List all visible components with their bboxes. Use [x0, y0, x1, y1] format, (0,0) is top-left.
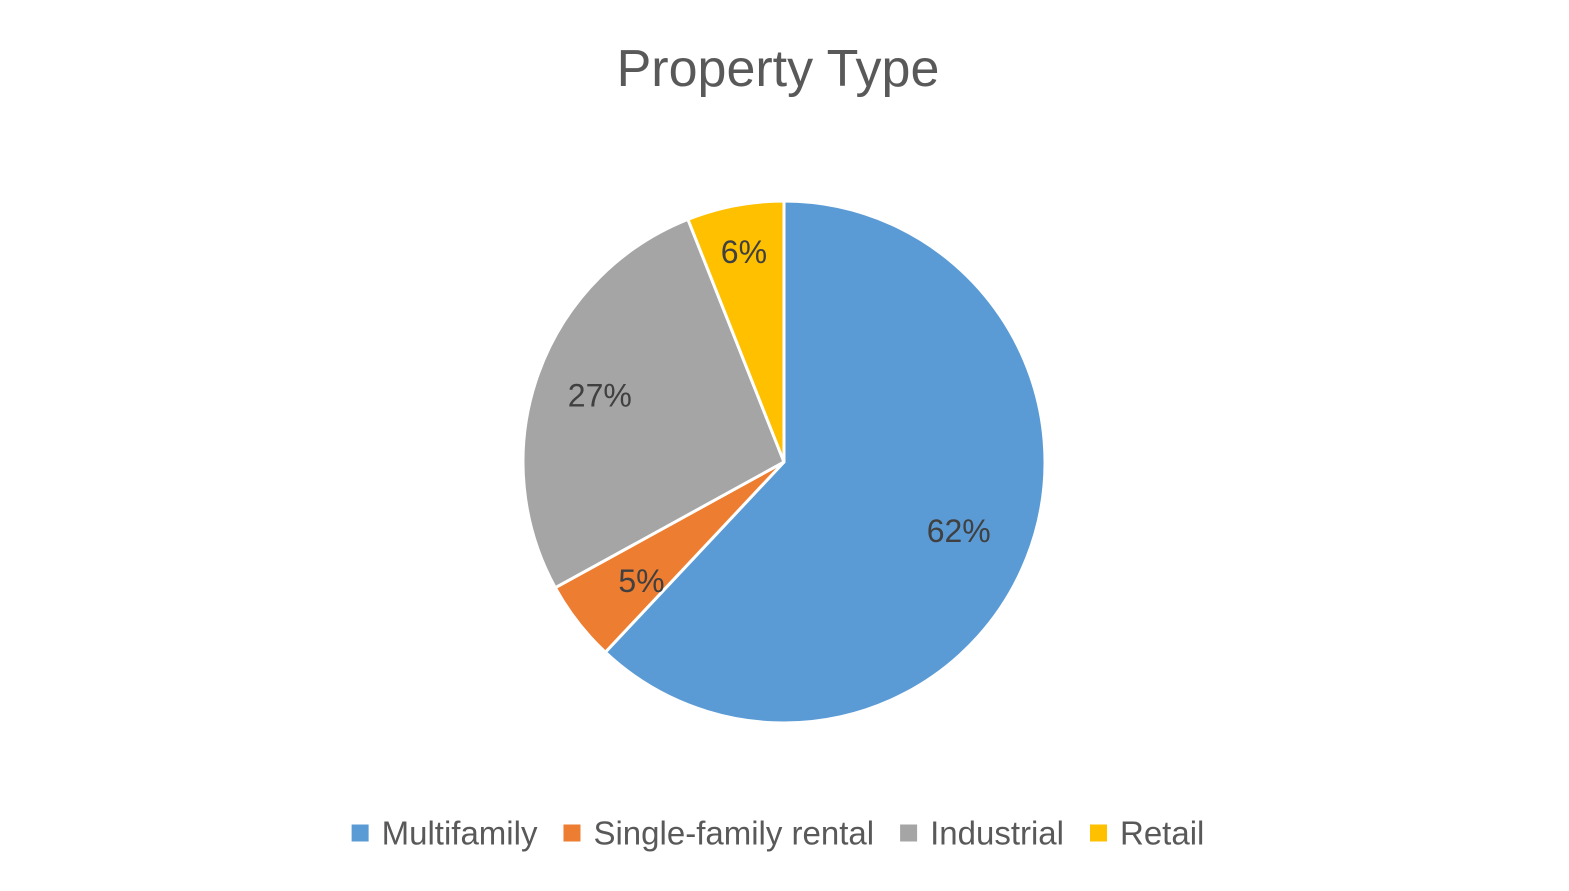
chart-title: Property Type	[617, 40, 940, 98]
pie-slice-multifamily	[603, 199, 1047, 725]
legend: Multifamily Single-family rental Industria…	[351, 815, 1204, 852]
data-label-retail: 6%	[721, 234, 767, 270]
pie-slice-retail	[686, 199, 786, 464]
data-label-industrial: 27%	[568, 378, 632, 414]
data-label-single-family-rental: 5%	[618, 563, 664, 599]
pie-slices	[521, 199, 1047, 725]
legend-label-multifamily: Multifamily	[382, 815, 538, 852]
legend-label-single-family-rental: Single-family rental	[593, 815, 874, 852]
legend-swatch-multifamily	[351, 824, 369, 842]
legend-swatch-industrial	[900, 824, 918, 842]
pie-data-labels: 62% 5% 27% 6%	[568, 234, 991, 599]
legend-swatch-retail	[1090, 824, 1108, 842]
legend-label-retail: Retail	[1120, 815, 1204, 852]
data-label-multifamily: 62%	[927, 513, 991, 549]
pie-slice-industrial	[521, 217, 786, 590]
legend-label-industrial: Industrial	[930, 815, 1064, 852]
legend-swatch-single-family-rental	[563, 824, 581, 842]
